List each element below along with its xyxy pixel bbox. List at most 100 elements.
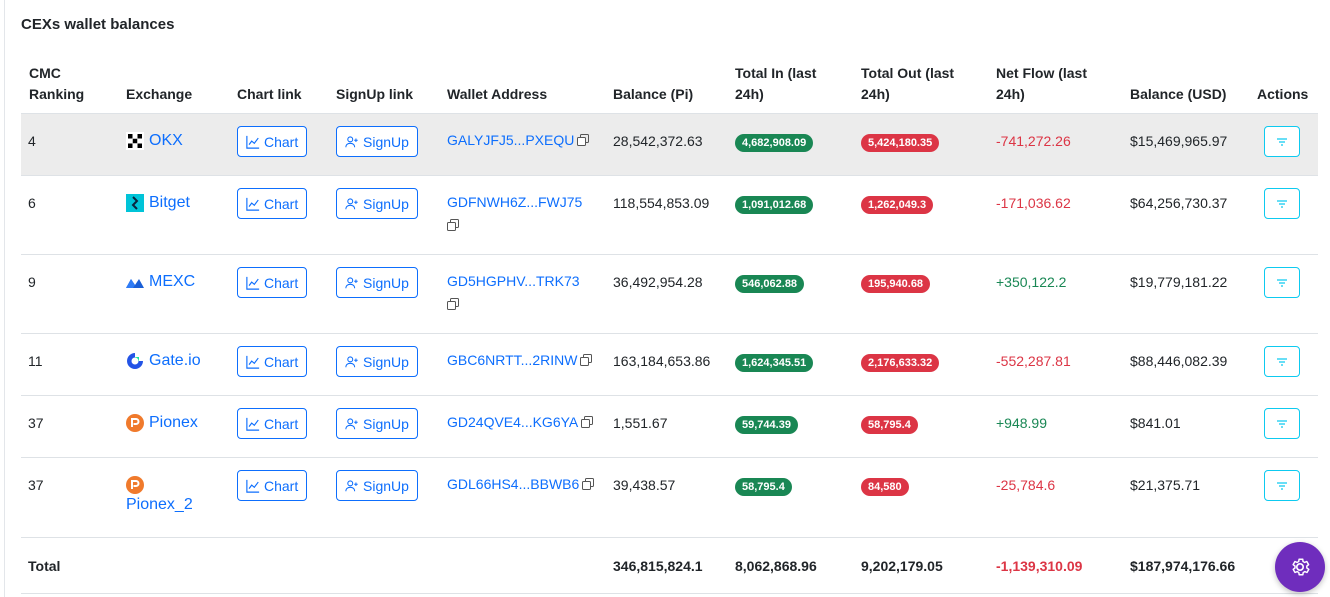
total-in-cell: 59,744.39 xyxy=(727,395,853,458)
balance-usd-cell: $88,446,082.39 xyxy=(1122,333,1249,396)
signup-button[interactable]: SignUp xyxy=(336,126,418,157)
exchange-link[interactable]: Bitget xyxy=(126,194,221,212)
total-in-badge: 4,682,908.09 xyxy=(735,134,814,152)
total-in-sum: 8,062,868.96 xyxy=(727,537,853,594)
total-balance-usd: $187,974,176.66 xyxy=(1122,537,1249,594)
balance-usd-cell: $21,375.71 xyxy=(1122,457,1249,538)
chart-button[interactable]: Chart xyxy=(237,470,308,501)
exchange-link[interactable]: Pionex_2 xyxy=(126,476,221,514)
signup-button[interactable]: SignUp xyxy=(336,267,418,298)
chart-cell: Chart xyxy=(229,175,328,255)
total-in-badge: 546,062.88 xyxy=(735,275,805,293)
balance-usd-cell: $15,469,965.97 xyxy=(1122,113,1249,176)
exchange-link[interactable]: OKX xyxy=(126,132,221,150)
chart-button[interactable]: Chart xyxy=(237,267,308,298)
table-row: 9 MEXC Chart SignUp xyxy=(21,254,1318,334)
wallet-address-link[interactable]: GD5HGPHV...TRK73 xyxy=(447,273,580,289)
chart-cell: Chart xyxy=(229,395,328,458)
pionex-logo-icon xyxy=(126,414,144,432)
row-action-button[interactable] xyxy=(1264,267,1300,298)
wallet-address-link[interactable]: GD24QVE4...KG6YA xyxy=(447,414,579,430)
header-actions: Actions xyxy=(1249,55,1318,114)
table-row: 11 Gate.io Chart xyxy=(21,333,1318,396)
copy-icon[interactable] xyxy=(447,219,459,231)
mexc-logo-icon xyxy=(126,279,144,288)
net-flow-cell: -171,036.62 xyxy=(988,175,1122,255)
chart-button[interactable]: Chart xyxy=(237,126,308,157)
empty-cell xyxy=(118,537,229,594)
signup-button-label: SignUp xyxy=(363,477,409,494)
copy-icon[interactable] xyxy=(582,478,595,490)
header-balance-pi: Balance (Pi) xyxy=(605,55,727,114)
total-out-cell: 84,580 xyxy=(853,457,988,538)
row-action-button[interactable] xyxy=(1264,188,1300,219)
signup-button[interactable]: SignUp xyxy=(336,470,418,501)
actions-cell xyxy=(1249,395,1318,458)
header-net-flow: Net Flow (last 24h) xyxy=(988,55,1122,114)
signup-button[interactable]: SignUp xyxy=(336,408,418,439)
signup-cell: SignUp xyxy=(328,457,439,538)
copy-icon[interactable] xyxy=(581,416,594,428)
gear-icon xyxy=(1292,558,1310,576)
total-out-cell: 5,424,180.35 xyxy=(853,113,988,176)
wallet-cell: GD24QVE4...KG6YA xyxy=(439,395,605,458)
balance-usd-cell: $841.01 xyxy=(1122,395,1249,458)
exchange-link[interactable]: Gate.io xyxy=(126,352,221,370)
wallet-wrap: GBC6NRTT...2RINW xyxy=(447,349,597,372)
signup-button-label: SignUp xyxy=(363,133,409,150)
empty-cell xyxy=(328,537,439,594)
header-exchange: Exchange xyxy=(118,55,229,114)
table-header-row: CMC Ranking Exchange Chart link SignUp l… xyxy=(21,55,1318,114)
exchange-link[interactable]: Pionex xyxy=(126,414,221,432)
total-in-cell: 1,624,345.51 xyxy=(727,333,853,396)
row-action-button[interactable] xyxy=(1264,126,1300,157)
person-plus-icon xyxy=(345,355,358,367)
balance-pi-cell: 28,542,372.63 xyxy=(605,113,727,176)
row-action-button[interactable] xyxy=(1264,346,1300,377)
total-out-badge: 5,424,180.35 xyxy=(861,134,940,152)
settings-fab-button[interactable] xyxy=(1275,542,1325,592)
filter-lines-icon xyxy=(1277,481,1287,490)
copy-icon[interactable] xyxy=(447,298,459,310)
left-border xyxy=(4,0,5,597)
balance-pi-cell: 163,184,653.86 xyxy=(605,333,727,396)
copy-icon[interactable] xyxy=(580,354,593,366)
wallet-address-link[interactable]: GALYJFJ5...PXEQU xyxy=(447,132,575,148)
exchange-name: Gate.io xyxy=(149,352,201,369)
row-action-button[interactable] xyxy=(1264,470,1300,501)
filter-lines-icon xyxy=(1277,137,1287,146)
net-flow-cell: +948.99 xyxy=(988,395,1122,458)
balance-pi-cell: 39,438.57 xyxy=(605,457,727,538)
exchange-link[interactable]: MEXC xyxy=(126,273,221,291)
wallet-address-link[interactable]: GDL66HS4...BBWB6 xyxy=(447,476,580,492)
chart-button-label: Chart xyxy=(264,415,299,432)
wallet-cell: GD5HGPHV...TRK73 xyxy=(439,254,605,334)
page-title: CEXs wallet balances xyxy=(21,16,175,33)
signup-button-label: SignUp xyxy=(363,274,409,291)
rank-cell: 37 xyxy=(21,395,118,458)
signup-button[interactable]: SignUp xyxy=(336,346,418,377)
balance-pi-cell: 1,551.67 xyxy=(605,395,727,458)
copy-icon[interactable] xyxy=(577,134,590,146)
wallet-address-link[interactable]: GDFNWH6Z...FWJ75 xyxy=(447,194,583,210)
signup-button[interactable]: SignUp xyxy=(336,188,418,219)
filter-lines-icon xyxy=(1277,357,1287,366)
total-out-badge: 84,580 xyxy=(861,478,909,496)
chart-button-label: Chart xyxy=(264,477,299,494)
total-out-badge: 58,795.4 xyxy=(861,416,918,434)
line-chart-icon xyxy=(246,479,260,493)
signup-cell: SignUp xyxy=(328,395,439,458)
actions-cell xyxy=(1249,254,1318,334)
net-flow-cell: -741,272.26 xyxy=(988,113,1122,176)
chart-button[interactable]: Chart xyxy=(237,188,308,219)
actions-cell xyxy=(1249,113,1318,176)
person-plus-icon xyxy=(345,135,358,147)
chart-button[interactable]: Chart xyxy=(237,346,308,377)
line-chart-icon xyxy=(246,135,260,149)
signup-cell: SignUp xyxy=(328,175,439,255)
total-in-badge: 1,091,012.68 xyxy=(735,196,814,214)
total-out-cell: 2,176,633.32 xyxy=(853,333,988,396)
chart-button[interactable]: Chart xyxy=(237,408,308,439)
wallet-address-link[interactable]: GBC6NRTT...2RINW xyxy=(447,352,578,368)
row-action-button[interactable] xyxy=(1264,408,1300,439)
